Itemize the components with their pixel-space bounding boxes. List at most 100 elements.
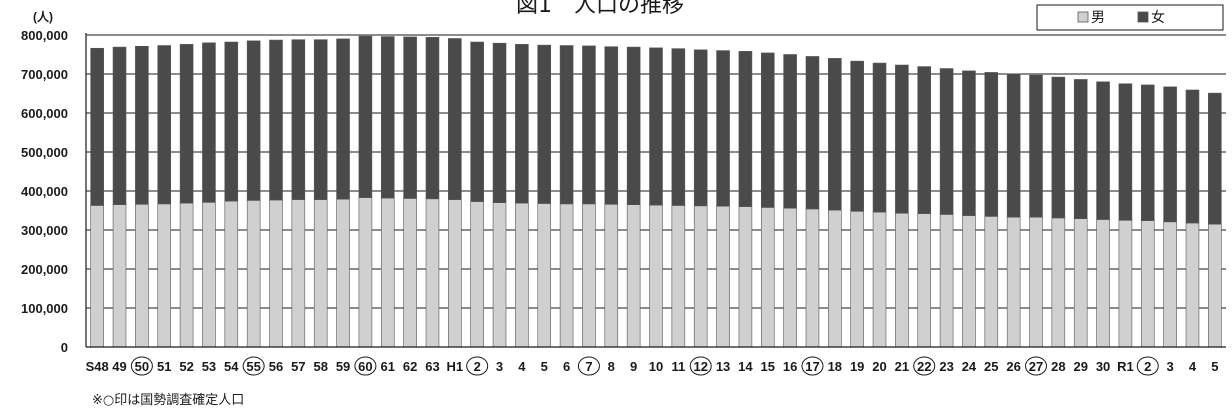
bar-female [1118, 83, 1133, 221]
bar-male [470, 201, 484, 348]
bar-female [291, 39, 306, 200]
bar-male [358, 197, 373, 348]
x-tick-label: 61 [381, 359, 395, 374]
bar-female [1185, 89, 1200, 224]
bar-female [805, 56, 820, 210]
bar-female [179, 44, 194, 204]
x-tick-label: 57 [291, 359, 305, 374]
x-tick-label: 9 [630, 359, 637, 374]
bar-male [649, 204, 663, 348]
bar-male [872, 211, 887, 348]
x-tick-label: 5 [1211, 359, 1218, 374]
bar-male [1140, 220, 1155, 348]
chart-title: 図1 人口の推移 [516, 0, 684, 18]
bar-male [917, 213, 932, 348]
bar-male [895, 212, 909, 348]
bar-male [403, 198, 417, 348]
x-tick-label: 6 [563, 359, 570, 374]
bar-male [984, 216, 999, 348]
y-tick-label: 300,000 [21, 223, 68, 238]
x-tick-label: R1 [1117, 359, 1134, 374]
bar-female [224, 41, 239, 202]
bar-female [358, 35, 373, 198]
bar-male [1096, 219, 1110, 348]
bar-female [1140, 84, 1155, 221]
bar-female [939, 68, 954, 215]
bar-male [112, 204, 127, 348]
bar-male [313, 199, 328, 348]
x-tick-label: 53 [202, 359, 216, 374]
bar-male [157, 203, 172, 348]
bar-female [917, 66, 932, 214]
bar-female [157, 45, 172, 205]
y-tick-label: 600,000 [21, 106, 68, 121]
bar-male [537, 203, 552, 348]
bar-male [850, 210, 864, 348]
y-axis-label: (人) [33, 9, 53, 24]
bar-male [90, 205, 104, 348]
bar-male [135, 203, 149, 348]
bar-female [1051, 76, 1066, 219]
bar-male [1073, 218, 1088, 348]
x-tick-label: 11 [671, 359, 685, 374]
x-tick-label: 21 [895, 359, 909, 374]
x-tick-label: 59 [336, 359, 350, 374]
bar-male [738, 206, 753, 348]
bar-male [693, 205, 708, 348]
footnote: ※○印は国勢調査確定人口 [92, 392, 244, 408]
bar-female [582, 45, 596, 205]
bar-male [1051, 217, 1066, 348]
census-marker [1025, 356, 1047, 376]
bar-female [537, 44, 552, 204]
x-tick-label: H1 [447, 359, 464, 374]
bar-female [872, 62, 887, 213]
bar-female [313, 39, 328, 200]
x-tick-label: 29 [1073, 359, 1087, 374]
x-tick-label: 25 [984, 359, 998, 374]
x-tick-label: 20 [872, 359, 886, 374]
legend-label-male: 男 [1091, 10, 1105, 26]
x-tick-label: 62 [403, 359, 417, 374]
bars-layer [90, 35, 1222, 348]
bar-male [939, 214, 954, 348]
x-tick-label: 3 [1167, 359, 1174, 374]
legend-label-female: 女 [1151, 9, 1165, 26]
bar-female [492, 42, 507, 203]
axis-layer [85, 33, 1226, 348]
bar-female [828, 58, 842, 211]
bar-female [470, 41, 484, 202]
bar-male [582, 203, 596, 348]
y-tick-label: 700,000 [21, 67, 68, 82]
x-tick-label: 2 [1144, 359, 1151, 374]
labels-layer: 0 100,000 200,000 300,000 400,000 500,000 600,… [21, 28, 1218, 376]
y-tick-label: 200,000 [21, 262, 68, 277]
bar-female [626, 46, 641, 205]
census-marker [242, 356, 265, 376]
bar-female [269, 39, 283, 201]
x-tick-label: 49 [112, 359, 126, 374]
bar-female [649, 47, 663, 206]
x-tick-label: 2 [474, 359, 481, 374]
census-marker [801, 356, 824, 376]
x-tick-label: 27 [1029, 359, 1043, 374]
bar-male [1006, 216, 1021, 348]
bar-male [336, 198, 350, 348]
bar-male [380, 197, 395, 348]
bar-male [783, 207, 797, 348]
x-tick-label: 23 [939, 359, 953, 374]
x-tick-label: 50 [135, 359, 149, 374]
x-tick-label: 28 [1051, 359, 1065, 374]
legend-swatch-male [1077, 11, 1089, 23]
x-tick-label: 4 [518, 359, 526, 374]
bar-female [671, 48, 686, 206]
bar-female [559, 45, 574, 205]
bar-male [626, 204, 641, 348]
bar-male [425, 198, 440, 348]
x-tick-label: 18 [828, 359, 842, 374]
bar-male [202, 202, 216, 348]
bar-female [90, 47, 104, 206]
x-tick-label: 63 [425, 359, 439, 374]
x-tick-label: S48 [86, 359, 109, 374]
legend-swatch-female [1137, 11, 1149, 23]
x-tick-label: 12 [693, 359, 707, 374]
